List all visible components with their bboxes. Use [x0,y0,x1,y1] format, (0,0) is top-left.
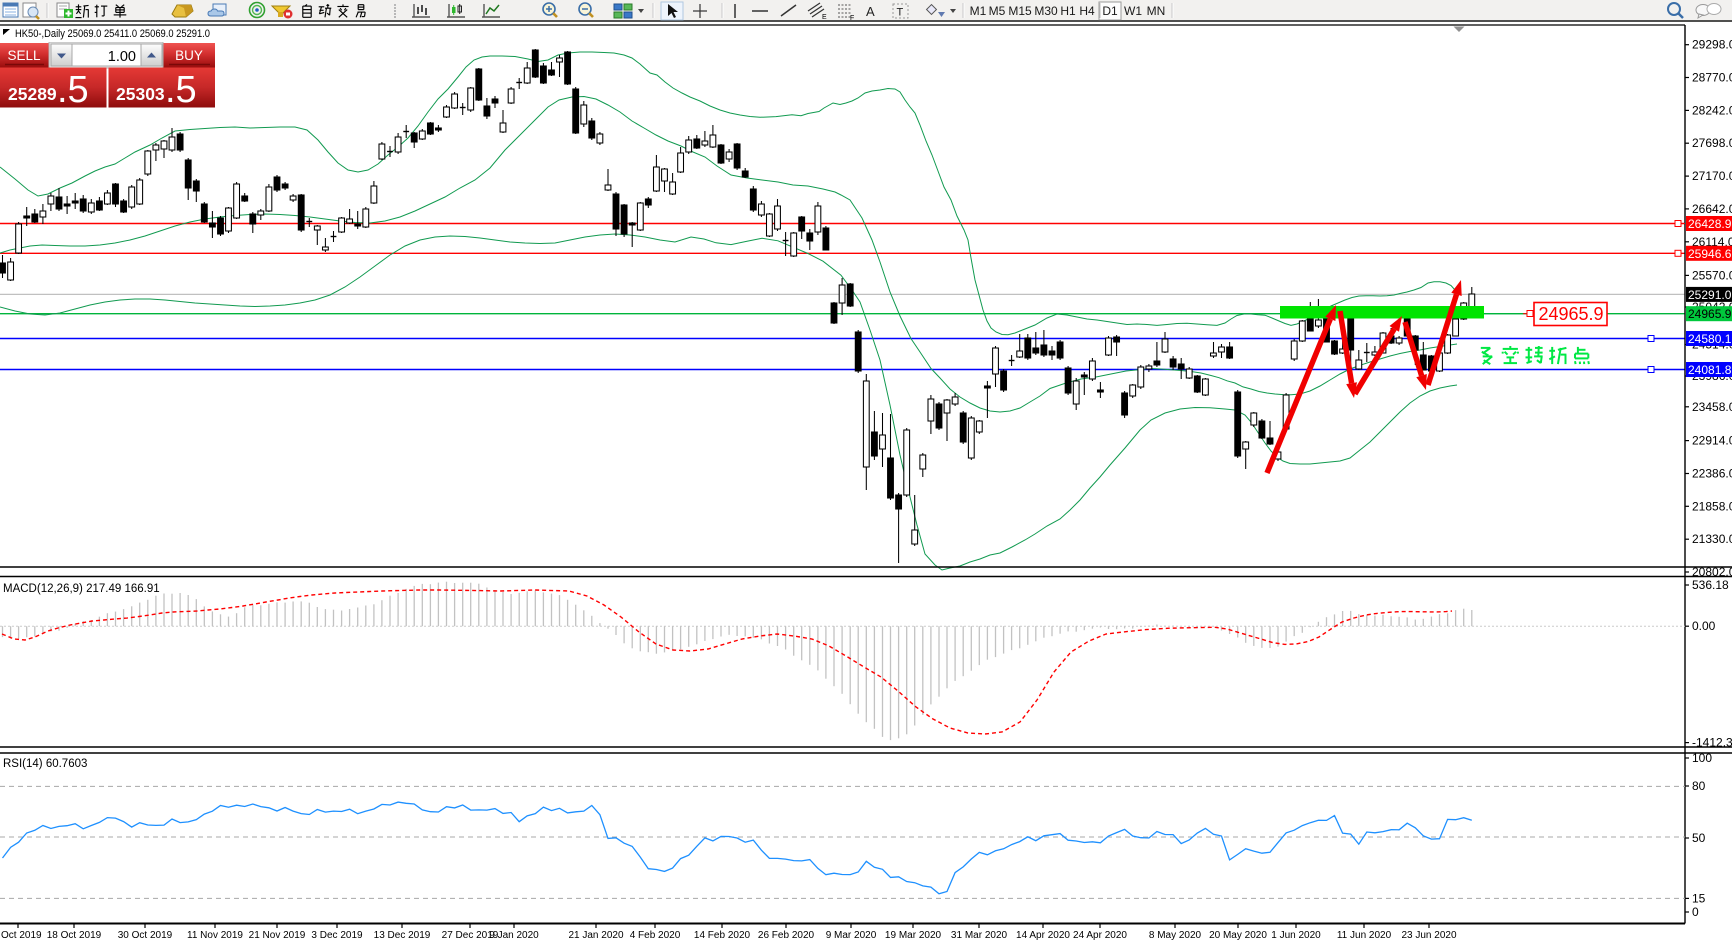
svg-text:11 Nov 2019: 11 Nov 2019 [187,930,243,941]
svg-text:25291.0: 25291.0 [1688,288,1732,302]
svg-text:28242.0: 28242.0 [1692,103,1732,117]
svg-text:11 Jun 2020: 11 Jun 2020 [1337,930,1392,941]
svg-text:MN: MN [1147,4,1166,18]
svg-text:25570.0: 25570.0 [1692,268,1732,282]
svg-text:H4: H4 [1079,4,1095,18]
svg-text:0.00: 0.00 [1692,619,1716,633]
svg-text:M15: M15 [1008,4,1032,18]
svg-text:24965.9: 24965.9 [1688,307,1732,321]
svg-text:24965.9: 24965.9 [1539,304,1604,324]
svg-text:M1: M1 [970,4,987,18]
svg-text:.5: .5 [165,69,197,108]
svg-text:H1: H1 [1060,4,1076,18]
svg-text:26428.9: 26428.9 [1688,217,1732,231]
svg-text:M5: M5 [989,4,1006,18]
svg-text:T: T [897,7,904,19]
svg-text:20802.0: 20802.0 [1692,565,1732,579]
svg-text:W1: W1 [1124,4,1142,18]
svg-text:13 Dec 2019: 13 Dec 2019 [374,930,431,941]
svg-text:25946.6: 25946.6 [1688,247,1732,261]
svg-text:24 Apr 2020: 24 Apr 2020 [1073,930,1127,941]
svg-text:Oct 2019: Oct 2019 [1,930,42,941]
svg-text:29298.0: 29298.0 [1692,38,1732,52]
svg-text:50: 50 [1692,831,1706,845]
svg-text:4 Feb 2020: 4 Feb 2020 [630,930,681,941]
svg-text:25303: 25303 [116,84,165,104]
svg-text:22914.0: 22914.0 [1692,434,1732,448]
svg-text:14 Apr 2020: 14 Apr 2020 [1016,930,1070,941]
svg-text:9 Mar 2020: 9 Mar 2020 [826,930,877,941]
svg-text:27698.0: 27698.0 [1692,136,1732,150]
svg-text:26642.0: 26642.0 [1692,202,1732,216]
svg-text:14 Feb 2020: 14 Feb 2020 [694,930,751,941]
svg-text:31 Mar 2020: 31 Mar 2020 [951,930,1008,941]
svg-text:8 May 2020: 8 May 2020 [1149,930,1202,941]
svg-text:26114.0: 26114.0 [1692,235,1732,249]
svg-text:30 Oct 2019: 30 Oct 2019 [118,930,173,941]
svg-text:MACD(12,26,9) 217.49 166.91: MACD(12,26,9) 217.49 166.91 [3,583,160,595]
svg-text:25289: 25289 [8,84,57,104]
svg-text:24081.8: 24081.8 [1688,363,1732,377]
svg-text:80: 80 [1692,779,1706,793]
svg-text:1 Jun 2020: 1 Jun 2020 [1271,930,1321,941]
svg-text:21 Nov 2019: 21 Nov 2019 [249,930,306,941]
svg-text:23458.0: 23458.0 [1692,400,1732,414]
svg-text:E: E [822,14,827,21]
svg-text:27170.0: 27170.0 [1692,169,1732,183]
svg-text:HK50-,Daily 25069.0 25411.0 2: HK50-,Daily 25069.0 25411.0 25069.0 2529… [15,28,210,40]
svg-text:536.18: 536.18 [1692,578,1729,592]
svg-text:18 Oct 2019: 18 Oct 2019 [47,930,102,941]
svg-text:F: F [850,15,854,22]
svg-text:24580.1: 24580.1 [1688,332,1732,346]
svg-text:A: A [866,4,875,19]
svg-text:1.00: 1.00 [108,49,136,65]
svg-text:21858.0: 21858.0 [1692,499,1732,513]
svg-text:19 Mar 2020: 19 Mar 2020 [885,930,942,941]
svg-text:21 Jan 2020: 21 Jan 2020 [568,930,623,941]
svg-text:-1412.34: -1412.34 [1692,736,1732,750]
svg-text:21330.0: 21330.0 [1692,532,1732,546]
svg-text:100: 100 [1692,751,1712,765]
svg-text:28770.0: 28770.0 [1692,71,1732,85]
svg-text:BUY: BUY [175,48,203,63]
svg-text:23 Jun 2020: 23 Jun 2020 [1401,930,1456,941]
svg-text:.5: .5 [57,69,89,108]
svg-text:15: 15 [1692,891,1706,905]
svg-text:20 May 2020: 20 May 2020 [1209,930,1267,941]
svg-text:26 Feb 2020: 26 Feb 2020 [758,930,815,941]
svg-text:RSI(14) 60.7603: RSI(14) 60.7603 [3,758,87,770]
svg-text:9 Jan 2020: 9 Jan 2020 [489,930,539,941]
svg-text:3 Dec 2019: 3 Dec 2019 [311,930,363,941]
svg-text:0: 0 [1692,905,1699,919]
svg-text:M30: M30 [1034,4,1058,18]
svg-text:D1: D1 [1102,4,1118,18]
svg-text:27 Dec 2019: 27 Dec 2019 [442,930,499,941]
svg-text:22386.0: 22386.0 [1692,467,1732,481]
svg-text:SELL: SELL [7,48,41,63]
